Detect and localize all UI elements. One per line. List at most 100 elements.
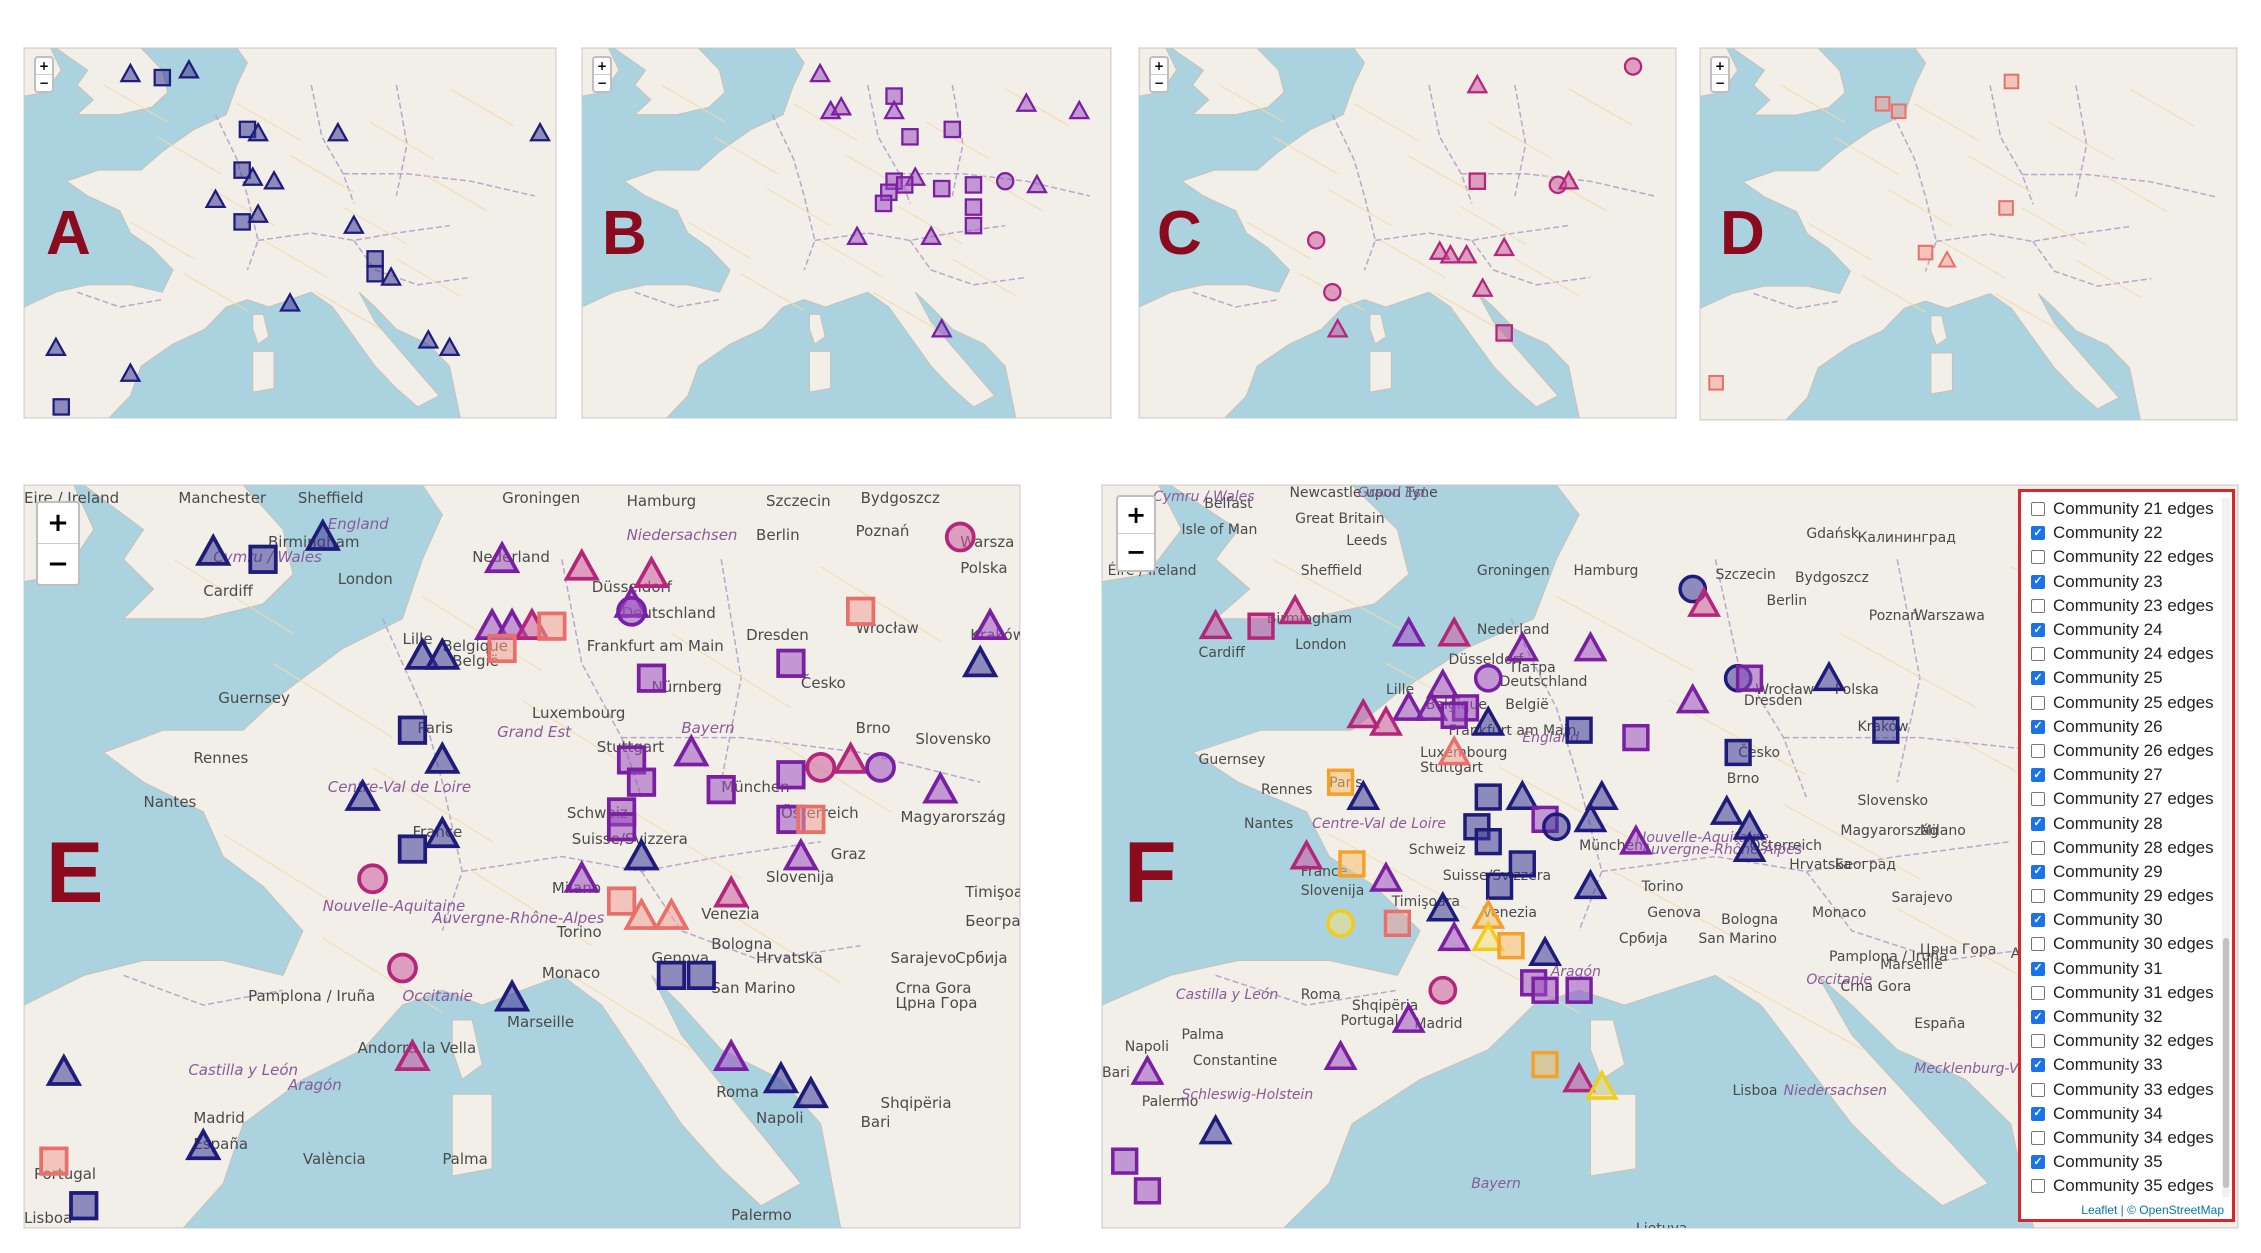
place-label: Newcastle upon Tyne: [1289, 485, 1438, 501]
place-label: Hamburg: [626, 492, 697, 511]
layer-toggle-row[interactable]: Community 22 edges: [2021, 545, 2220, 569]
layer-checkbox[interactable]: [2031, 840, 2045, 855]
layer-toggle-row[interactable]: Community 27 edges: [2021, 787, 2220, 811]
layer-checkbox[interactable]: [2031, 574, 2045, 589]
layer-checkbox[interactable]: [2031, 1082, 2045, 1097]
layer-checkbox[interactable]: [2031, 985, 2045, 1000]
layer-checkbox[interactable]: [2031, 1155, 2045, 1170]
place-label: San Marino: [711, 979, 796, 998]
community-marker: [424, 815, 461, 849]
layer-toggle-row[interactable]: Community 33 edges: [2021, 1078, 2220, 1102]
map-panel-f[interactable]: Newcastle upon Tyne Belfast Great Britain I…: [1101, 484, 2239, 1229]
layer-checkbox[interactable]: [2031, 647, 2045, 662]
zoom-in-button-c[interactable]: +: [1153, 59, 1165, 73]
zoom-in-button-e[interactable]: +: [47, 508, 69, 538]
place-label: Slovenija: [1300, 882, 1365, 899]
community-marker: [805, 751, 837, 783]
place-label: Bayern: [681, 719, 735, 738]
layer-checkbox[interactable]: [2031, 1130, 2045, 1145]
layer-checkbox[interactable]: [2031, 550, 2045, 565]
community-marker: [1471, 277, 1494, 297]
zoom-out-button-d[interactable]: −: [1712, 74, 1728, 91]
map-panel-c[interactable]: + − C: [1138, 47, 1677, 419]
layer-checkbox[interactable]: [2031, 937, 2045, 952]
community-marker: [846, 225, 868, 246]
layer-toggle-row[interactable]: Community 34: [2021, 1102, 2220, 1126]
layer-toggle-row[interactable]: Community 35 edges: [2021, 1174, 2220, 1198]
layer-checkbox[interactable]: [2031, 502, 2045, 517]
zoom-in-button-f[interactable]: +: [1125, 501, 1147, 529]
layer-checkbox[interactable]: [2031, 913, 2045, 928]
layer-checkbox[interactable]: [2031, 889, 2045, 904]
place-label: Timişoara: [965, 882, 1020, 901]
map-panel-b[interactable]: + − B: [581, 47, 1112, 419]
layer-checkbox[interactable]: [2031, 671, 2045, 686]
layer-checkbox[interactable]: [2031, 598, 2045, 613]
layer-checkbox[interactable]: [2031, 695, 2045, 710]
layer-toggle-row[interactable]: Community 27: [2021, 763, 2220, 787]
zoom-out-button-f[interactable]: −: [1118, 533, 1154, 570]
map-panel-a[interactable]: + − A: [23, 47, 557, 419]
layer-toggle-row[interactable]: Community 35: [2021, 1150, 2220, 1174]
layer-toggle-row[interactable]: Community 22: [2021, 521, 2220, 545]
zoom-in-button-a[interactable]: +: [38, 59, 50, 73]
layer-checkbox[interactable]: [2031, 1058, 2045, 1073]
place-label: Düsseldorf: [1448, 652, 1524, 669]
layer-toggle-row[interactable]: Community 29 edges: [2021, 884, 2220, 908]
panel-letter-b: B: [602, 199, 647, 268]
layer-checkbox[interactable]: [2031, 526, 2045, 541]
layer-checkbox[interactable]: [2031, 864, 2045, 879]
layer-toggle-row[interactable]: Community 28 edges: [2021, 836, 2220, 860]
layer-checkbox[interactable]: [2031, 719, 2045, 734]
layer-scrollbar-thumb[interactable]: [2223, 938, 2229, 1188]
layer-checkbox[interactable]: [2031, 961, 2045, 976]
layer-toggle-row[interactable]: Community 23: [2021, 570, 2220, 594]
map-attribution[interactable]: Leaflet | © OpenStreetMap: [2081, 1203, 2224, 1217]
layer-toggle-row[interactable]: Community 32: [2021, 1005, 2220, 1029]
layer-toggle-row[interactable]: Community 34 edges: [2021, 1126, 2220, 1150]
layer-checkbox[interactable]: [2031, 623, 2045, 638]
zoom-out-button-e[interactable]: −: [38, 543, 78, 584]
layer-label: Community 27 edges: [2053, 789, 2214, 809]
layer-toggle-row[interactable]: Community 32 edges: [2021, 1029, 2220, 1053]
layer-toggle-row[interactable]: Community 30 edges: [2021, 932, 2220, 956]
zoom-control-a: + −: [34, 56, 54, 93]
zoom-in-button-b[interactable]: +: [596, 59, 608, 73]
layer-checkbox[interactable]: [2031, 1179, 2045, 1194]
layer-control-panel[interactable]: Community 21 edges Community 22 Community …: [2018, 489, 2235, 1222]
community-marker: [1618, 824, 1653, 855]
layer-toggle-row[interactable]: Community 24: [2021, 618, 2220, 642]
layer-toggle-row[interactable]: Community 26: [2021, 715, 2220, 739]
place-label: Great Britain: [1295, 511, 1385, 527]
layer-checkbox[interactable]: [2031, 1034, 2045, 1049]
layer-toggle-row[interactable]: Community 29: [2021, 860, 2220, 884]
layer-checkbox[interactable]: [2031, 1010, 2045, 1025]
zoom-in-button-d[interactable]: +: [1714, 59, 1726, 73]
map-panel-e[interactable]: Eire / Ireland Manchester Sheffield Groning…: [23, 484, 1021, 1229]
layer-toggle-row[interactable]: Community 26 edges: [2021, 739, 2220, 763]
layer-scrollbar[interactable]: [2222, 498, 2230, 1197]
layer-checkbox[interactable]: [2031, 768, 2045, 783]
layer-toggle-row[interactable]: Community 23 edges: [2021, 594, 2220, 618]
layer-checkbox[interactable]: [2031, 792, 2045, 807]
map-panel-d[interactable]: + − D: [1699, 47, 2238, 421]
layer-checkbox[interactable]: [2031, 743, 2045, 758]
community-marker: [1068, 99, 1091, 120]
layer-checkbox[interactable]: [2031, 816, 2045, 831]
layer-toggle-row[interactable]: Community 25 edges: [2021, 691, 2220, 715]
layer-checkbox[interactable]: [2031, 1106, 2045, 1121]
layer-toggle-row[interactable]: Community 31 edges: [2021, 981, 2220, 1005]
community-marker: [248, 544, 278, 574]
layer-toggle-row[interactable]: Community 33: [2021, 1053, 2220, 1077]
layer-toggle-row[interactable]: Community 24 edges: [2021, 642, 2220, 666]
zoom-out-button-a[interactable]: −: [36, 74, 52, 91]
community-marker: [1565, 716, 1593, 744]
layer-toggle-row[interactable]: Community 30: [2021, 908, 2220, 932]
place-label: Slovensko: [915, 730, 992, 749]
layer-toggle-row[interactable]: Community 21 edges: [2021, 497, 2220, 521]
zoom-out-button-c[interactable]: −: [1151, 74, 1167, 91]
layer-toggle-row[interactable]: Community 28: [2021, 811, 2220, 835]
layer-toggle-row[interactable]: Community 31: [2021, 957, 2220, 981]
layer-toggle-row[interactable]: Community 25: [2021, 666, 2220, 690]
zoom-out-button-b[interactable]: −: [594, 74, 610, 91]
